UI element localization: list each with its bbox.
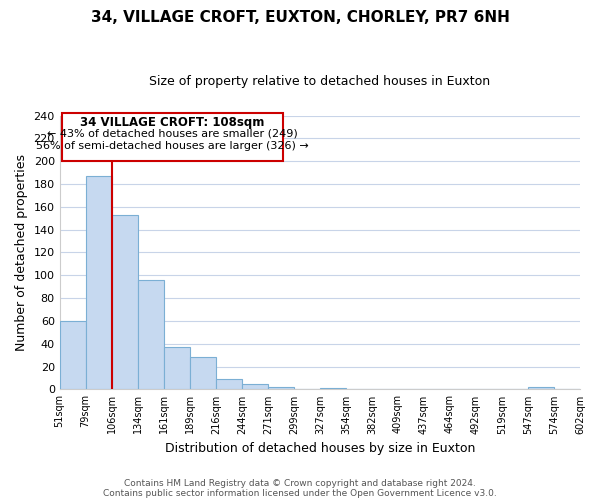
Title: Size of property relative to detached houses in Euxton: Size of property relative to detached ho… xyxy=(149,75,490,88)
Text: 56% of semi-detached houses are larger (326) →: 56% of semi-detached houses are larger (… xyxy=(36,142,309,152)
Bar xyxy=(216,379,242,390)
Text: ← 43% of detached houses are smaller (249): ← 43% of detached houses are smaller (24… xyxy=(47,129,298,139)
Text: Contains public sector information licensed under the Open Government Licence v3: Contains public sector information licen… xyxy=(103,488,497,498)
X-axis label: Distribution of detached houses by size in Euxton: Distribution of detached houses by size … xyxy=(164,442,475,455)
Y-axis label: Number of detached properties: Number of detached properties xyxy=(15,154,28,351)
Text: Contains HM Land Registry data © Crown copyright and database right 2024.: Contains HM Land Registry data © Crown c… xyxy=(124,478,476,488)
Bar xyxy=(112,215,138,390)
Bar xyxy=(242,384,268,390)
Bar xyxy=(164,347,190,390)
Bar xyxy=(59,321,86,390)
Bar xyxy=(86,176,112,390)
FancyBboxPatch shape xyxy=(62,114,283,161)
Bar xyxy=(190,358,216,390)
Text: 34, VILLAGE CROFT, EUXTON, CHORLEY, PR7 6NH: 34, VILLAGE CROFT, EUXTON, CHORLEY, PR7 … xyxy=(91,10,509,25)
Text: 34 VILLAGE CROFT: 108sqm: 34 VILLAGE CROFT: 108sqm xyxy=(80,116,265,129)
Bar xyxy=(528,387,554,390)
Bar xyxy=(320,388,346,390)
Bar xyxy=(138,280,164,390)
Bar xyxy=(268,387,294,390)
